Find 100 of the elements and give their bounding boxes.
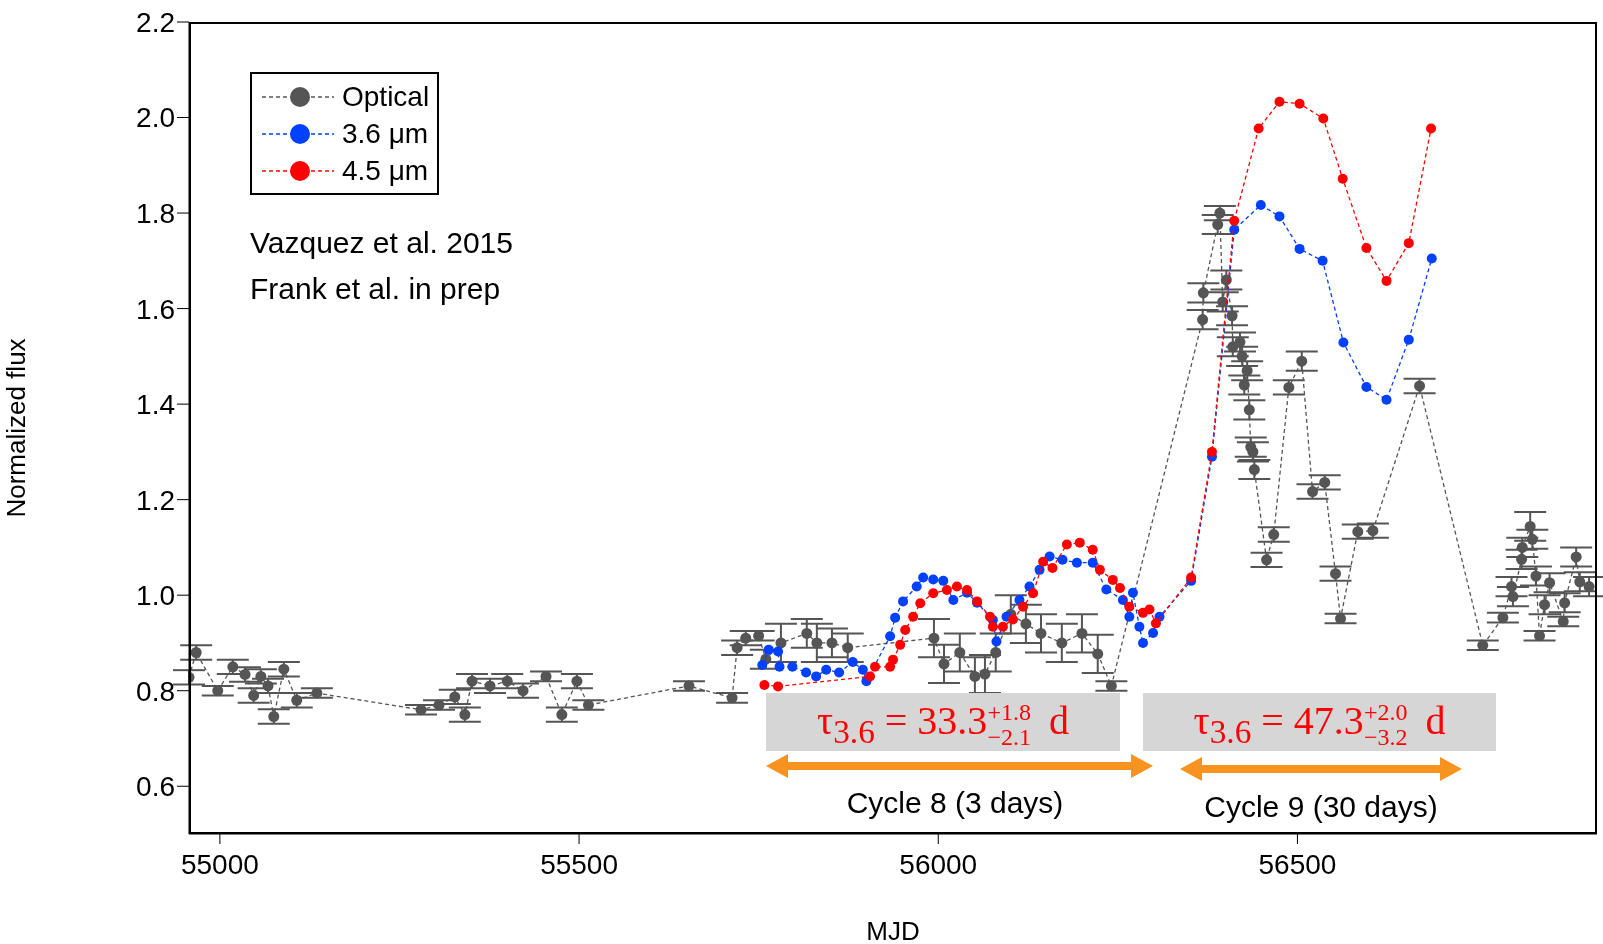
- point: [1150, 618, 1161, 629]
- point: [865, 671, 876, 682]
- point: [773, 681, 784, 692]
- point: [1255, 199, 1266, 210]
- point: [774, 661, 785, 672]
- point: [987, 621, 998, 632]
- point: [984, 611, 995, 622]
- point: [811, 671, 822, 682]
- point: [1317, 255, 1328, 266]
- y-axis-title: Normalized flux: [1, 338, 32, 518]
- point: [1403, 238, 1414, 249]
- point: [1115, 583, 1125, 594]
- point: [900, 625, 911, 636]
- point: [1137, 637, 1148, 648]
- point: [915, 598, 926, 609]
- point: [1229, 215, 1240, 226]
- point: [1124, 611, 1135, 622]
- annotation: Cycle 8 (3 days): [846, 786, 1064, 820]
- point: [1107, 574, 1118, 585]
- point: [997, 621, 1008, 632]
- point: [1007, 614, 1018, 625]
- point: [763, 644, 774, 655]
- annotation: Vazquez et al. 2015: [250, 226, 513, 260]
- point: [870, 661, 881, 672]
- y-tick-label: 1.6: [136, 293, 175, 325]
- point: [1094, 564, 1105, 575]
- point: [895, 639, 906, 650]
- point: [1127, 587, 1138, 598]
- point: [1403, 334, 1414, 345]
- point: [1038, 556, 1049, 567]
- point: [911, 581, 922, 592]
- point: [1294, 243, 1305, 254]
- point: [1274, 211, 1285, 222]
- point: [757, 659, 768, 670]
- point: [1337, 173, 1348, 184]
- point: [1071, 557, 1082, 568]
- y-tick-label: 0.6: [136, 771, 175, 803]
- point: [888, 654, 898, 665]
- point: [890, 612, 901, 623]
- y-tick-label: 1.2: [136, 484, 175, 516]
- legend-label: Optical: [342, 80, 430, 114]
- point: [938, 575, 949, 586]
- point: [1087, 544, 1098, 555]
- legend-label: 3.6 μm: [342, 117, 429, 151]
- y-tick-label: 1.4: [136, 389, 175, 421]
- point: [801, 667, 812, 678]
- point: [1274, 96, 1285, 107]
- annotation: Frank et al. in prep: [250, 272, 501, 306]
- point: [1061, 539, 1072, 550]
- y-tick-label: 2.0: [136, 102, 175, 134]
- point: [1361, 381, 1372, 392]
- y-tick-label: 2.2: [136, 6, 175, 38]
- y-tick-label: 0.8: [136, 675, 175, 707]
- point: [1318, 113, 1329, 124]
- point: [948, 594, 959, 605]
- x-tick-label: 56000: [899, 848, 978, 880]
- point: [787, 661, 798, 672]
- x-axis-title: MJD: [866, 916, 920, 944]
- point: [834, 667, 845, 678]
- point: [1047, 562, 1058, 573]
- point: [1124, 601, 1135, 612]
- point: [908, 611, 919, 622]
- point: [1206, 446, 1217, 457]
- x-tick-label: 56500: [1258, 848, 1337, 880]
- point: [941, 584, 952, 595]
- point: [1057, 554, 1068, 565]
- point: [1144, 604, 1155, 615]
- point: [821, 664, 832, 675]
- point: [885, 631, 896, 642]
- point: [1148, 627, 1159, 638]
- point: [1381, 394, 1392, 405]
- point: [1294, 98, 1305, 109]
- point: [1338, 337, 1349, 348]
- point: [928, 574, 939, 585]
- point: [1101, 584, 1112, 595]
- point: [1018, 601, 1029, 612]
- annotation: Cycle 9 (30 days): [1204, 790, 1438, 824]
- point: [773, 646, 784, 657]
- point: [1117, 594, 1128, 605]
- x-tick-label: 55000: [180, 848, 259, 880]
- point: [1074, 537, 1085, 548]
- y-tick-label: 1.8: [136, 198, 175, 229]
- point: [1381, 275, 1392, 286]
- y-tick-label: 1.0: [136, 580, 175, 612]
- point: [1087, 557, 1098, 568]
- point: [1426, 253, 1437, 264]
- point: [991, 636, 1002, 647]
- point: [847, 657, 858, 668]
- point: [1426, 123, 1437, 134]
- point: [951, 581, 962, 592]
- point: [1134, 621, 1145, 632]
- x-tick-label: 55500: [540, 848, 619, 880]
- legend-label: 4.5 μm: [342, 154, 429, 188]
- point: [928, 588, 939, 599]
- point: [759, 679, 770, 690]
- point: [857, 664, 868, 675]
- point: [918, 572, 929, 583]
- point: [898, 596, 909, 607]
- point: [1361, 242, 1372, 253]
- point: [1028, 588, 1039, 599]
